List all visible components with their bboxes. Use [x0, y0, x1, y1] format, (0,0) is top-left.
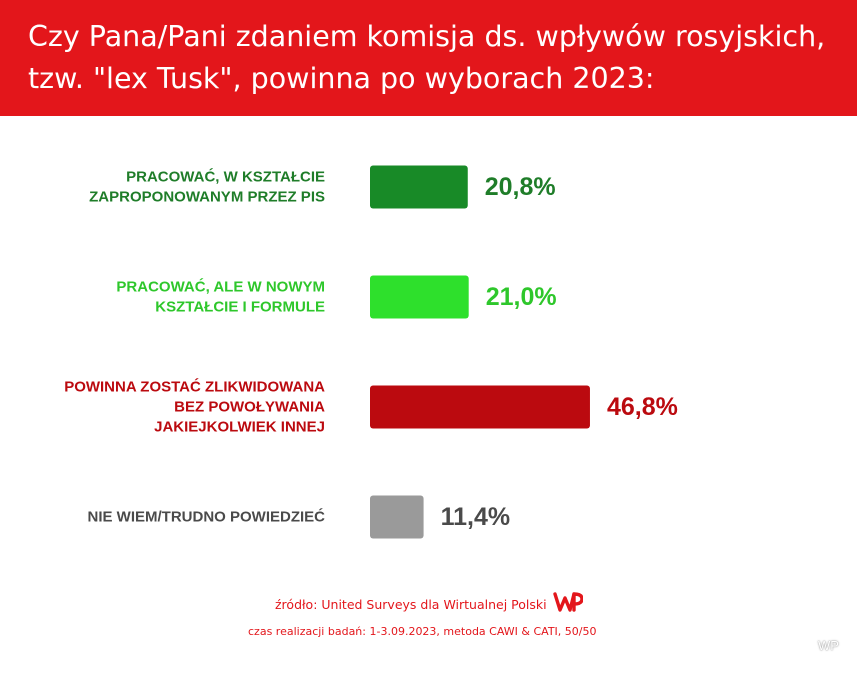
- value-label-2: 21,0%: [486, 283, 557, 311]
- watermark: WP: [818, 638, 839, 653]
- survey-method-note: czas realizacji badań: 1-3.09.2023, meto…: [248, 625, 597, 638]
- value-label-4: 11,4%: [441, 503, 511, 531]
- bar-2: [370, 275, 469, 319]
- value-label-3: 46,8%: [607, 393, 678, 421]
- chart-title-line-1: Czy Pana/Pani zdaniem komisja ds. wpływó…: [28, 20, 826, 53]
- category-label-4-line-1: NIE WIEM/TRUDNO POWIEDZIEĆ: [88, 508, 326, 526]
- category-label-2-line-2: KSZTAŁCIE I FORMULE: [155, 299, 325, 316]
- source-note: źródło: United Surveys dla Wirtualnej Po…: [275, 597, 547, 612]
- category-label-3-line-1: POWINNA ZOSTAĆ ZLIKWIDOWANA: [64, 378, 325, 396]
- category-label-1-line-1: PRACOWAĆ, W KSZTAŁCIE: [126, 168, 325, 186]
- bar-3: [370, 385, 590, 429]
- bar-chart: PRACOWAĆ, W KSZTAŁCIE ZAPROPONOWANYM PRZE…: [64, 165, 678, 539]
- bar-4: [370, 495, 424, 539]
- category-label-1-line-2: ZAPROPONOWANYM PRZEZ PIS: [89, 189, 325, 206]
- category-label-3-line-2: BEZ POWOŁYWANIA: [174, 399, 325, 416]
- bar-1: [370, 165, 468, 209]
- chart-title-line-2: tzw. "lex Tusk", powinna po wyborach 202…: [28, 62, 655, 95]
- category-label-3-line-3: JAKIEJKOLWIEK INNEJ: [154, 419, 325, 436]
- category-label-2-line-1: PRACOWAĆ, ALE W NOWYM: [116, 278, 325, 296]
- value-label-1: 20,8%: [485, 173, 556, 201]
- wp-logo: [553, 592, 583, 612]
- header-banner: Czy Pana/Pani zdaniem komisja ds. wpływó…: [0, 0, 857, 116]
